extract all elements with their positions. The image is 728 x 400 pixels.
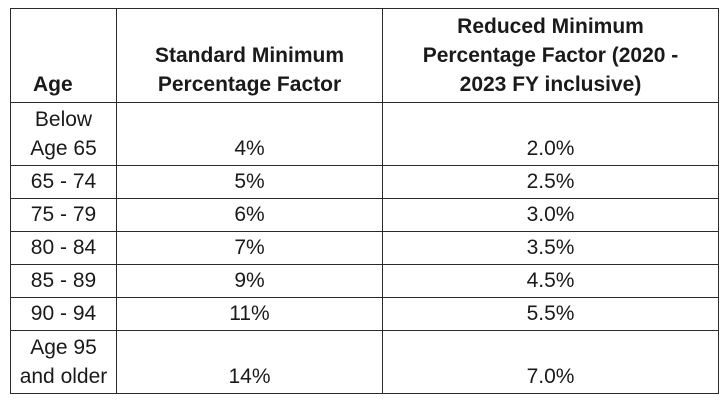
header-reduced-line3: 2023 FY inclusive)	[459, 73, 642, 96]
percentage-factor-table: Age Standard Minimum Percentage Factor R…	[10, 8, 719, 394]
standard-factor-cell: 7%	[116, 231, 383, 265]
age-line1: Age 95	[30, 336, 97, 359]
header-standard-factor: Standard Minimum Percentage Factor	[116, 8, 383, 103]
header-row: Age Standard Minimum Percentage Factor R…	[10, 8, 719, 103]
header-standard-line2: Percentage Factor	[157, 73, 342, 96]
reduced-factor-cell: 7.0%	[382, 330, 719, 394]
table-row: 65 - 74 5% 2.5%	[10, 165, 719, 199]
age-cell: Age 95 and older	[10, 330, 117, 394]
table-body: Below Age 65 4% 2.0% 65 - 74 5% 2.5% 75 …	[10, 102, 719, 394]
header-reduced-line1: Reduced Minimum	[457, 15, 644, 38]
header-age: Age	[10, 8, 117, 103]
table-header: Age Standard Minimum Percentage Factor R…	[10, 8, 719, 103]
age-cell: 80 - 84	[10, 231, 117, 265]
table-row: Below Age 65 4% 2.0%	[10, 102, 719, 166]
table-row: 90 - 94 11% 5.5%	[10, 297, 719, 331]
reduced-factor-cell: 2.0%	[382, 102, 719, 166]
header-reduced-line2: Percentage Factor (2020 -	[422, 44, 679, 67]
age-line2: Age 65	[30, 137, 97, 160]
standard-factor-cell: 4%	[116, 102, 383, 166]
header-reduced-factor: Reduced Minimum Percentage Factor (2020 …	[382, 8, 719, 103]
table-row: 75 - 79 6% 3.0%	[10, 198, 719, 232]
standard-factor-cell: 14%	[116, 330, 383, 394]
reduced-factor-cell: 2.5%	[382, 165, 719, 199]
standard-factor-cell: 11%	[116, 297, 383, 331]
header-standard-line1: Standard Minimum	[154, 44, 344, 67]
standard-factor-cell: 9%	[116, 264, 383, 298]
reduced-factor-cell: 3.5%	[382, 231, 719, 265]
reduced-factor-cell: 5.5%	[382, 297, 719, 331]
age-line1: Below	[34, 108, 93, 131]
table-row: 85 - 89 9% 4.5%	[10, 264, 719, 298]
age-line2: and older	[19, 365, 108, 388]
reduced-factor-cell: 4.5%	[382, 264, 719, 298]
reduced-factor-cell: 3.0%	[382, 198, 719, 232]
age-cell: 65 - 74	[10, 165, 117, 199]
age-cell: 85 - 89	[10, 264, 117, 298]
table-row: Age 95 and older 14% 7.0%	[10, 330, 719, 394]
age-cell: Below Age 65	[10, 102, 117, 166]
standard-factor-cell: 6%	[116, 198, 383, 232]
age-cell: 90 - 94	[10, 297, 117, 331]
header-age-label: Age	[33, 73, 73, 96]
table-row: 80 - 84 7% 3.5%	[10, 231, 719, 265]
age-cell: 75 - 79	[10, 198, 117, 232]
percentage-factor-table-container: Age Standard Minimum Percentage Factor R…	[10, 8, 719, 394]
standard-factor-cell: 5%	[116, 165, 383, 199]
